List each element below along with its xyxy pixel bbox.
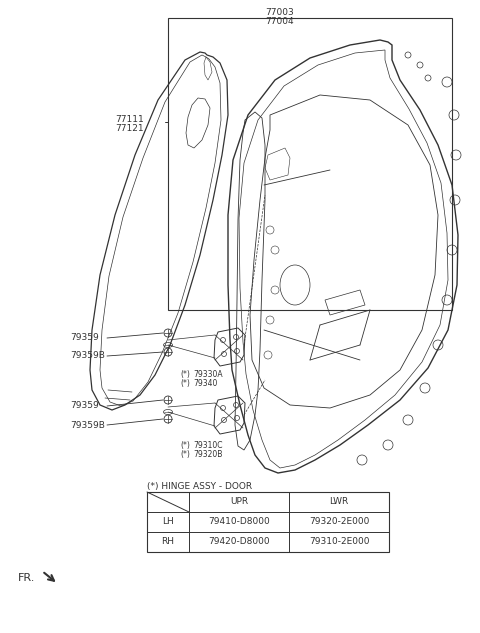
Text: 79340: 79340 [193, 379, 217, 388]
Text: 79359: 79359 [70, 401, 99, 410]
Text: 79420-D8000: 79420-D8000 [208, 537, 270, 546]
Text: (*): (*) [180, 450, 190, 459]
Text: 79359: 79359 [70, 334, 99, 342]
Text: 77111: 77111 [115, 115, 144, 124]
Text: (*): (*) [180, 441, 190, 450]
Text: LWR: LWR [329, 498, 348, 506]
Text: 77003: 77003 [265, 8, 294, 17]
Bar [147, 492, 389, 552]
Text: 77004: 77004 [266, 17, 294, 26]
Text: 79310C: 79310C [193, 441, 223, 450]
Text: 79410-D8000: 79410-D8000 [208, 518, 270, 527]
Text: 79359B: 79359B [70, 420, 105, 430]
Text: LH: LH [162, 518, 174, 527]
Text: 77121: 77121 [115, 124, 144, 133]
Text: 79310-2E000: 79310-2E000 [309, 537, 369, 546]
Text: FR.: FR. [18, 573, 36, 583]
Text: (*): (*) [180, 370, 190, 379]
Bar [168, 18, 452, 310]
Text: (*): (*) [180, 379, 190, 388]
Text: UPR: UPR [230, 498, 248, 506]
Text: 79359B: 79359B [70, 351, 105, 361]
Text: 79330A: 79330A [193, 370, 223, 379]
Text: 79320-2E000: 79320-2E000 [309, 518, 369, 527]
Text: RH: RH [161, 537, 175, 546]
Text: (*) HINGE ASSY - DOOR: (*) HINGE ASSY - DOOR [147, 482, 252, 491]
Text: 79320B: 79320B [193, 450, 222, 459]
